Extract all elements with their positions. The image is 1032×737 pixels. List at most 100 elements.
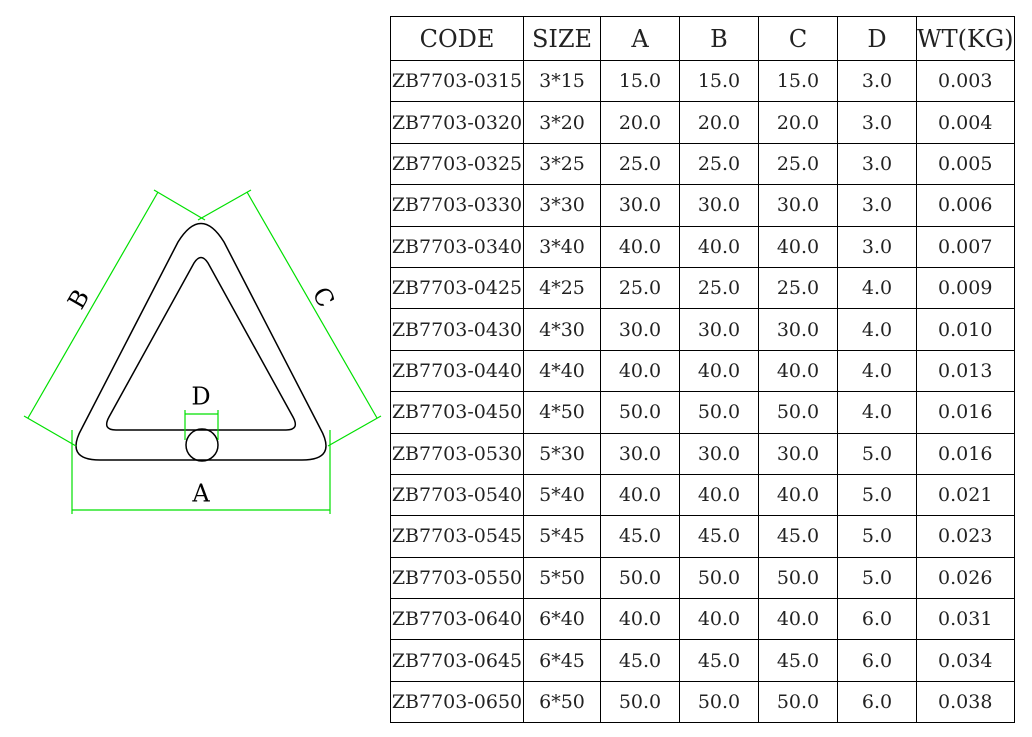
table-row: ZB7703-0545 5*45 45.0 45.0 45.0 5.0 0.023 [390,515,1015,558]
table-cell: 30.0 [600,184,680,227]
table-cell: 40.0 [679,225,759,268]
table-cell: 3*20 [523,101,601,144]
table-cell: 0.007 [916,225,1015,268]
table-cell: 25.0 [758,142,838,186]
table-cell: 4*30 [523,308,601,351]
table-cell: 30.0 [679,308,759,351]
table-cell: 3.0 [837,101,917,144]
table-cell: 50.0 [758,556,838,600]
ring-inner [105,256,297,431]
table-cell: 5*50 [523,556,601,600]
header-cell: A [600,16,680,61]
ring-outer [75,222,327,461]
table-cell: 0.016 [916,432,1015,475]
table-cell: 5*40 [523,473,601,517]
table-cell: 4.0 [837,308,917,351]
header-cell: CODE [390,16,524,61]
table-cell: 5.0 [837,556,917,600]
table-cell: 5.0 [837,473,917,517]
table-cell: 40.0 [758,225,838,268]
table-cell: ZB7703-0550 [390,556,524,600]
table-cell: 50.0 [758,680,838,724]
table-cell: 40.0 [600,598,680,641]
table-cell: ZB7703-0450 [390,391,524,434]
table-cell: ZB7703-0340 [390,225,524,268]
table-cell: 30.0 [679,432,759,475]
table-row: ZB7703-0450 4*50 50.0 50.0 50.0 4.0 0.016 [390,391,1015,434]
table-cell: 3*30 [523,184,601,227]
table-cell: 30.0 [758,308,838,351]
table-cell: ZB7703-0320 [390,101,524,144]
table-cell: 40.0 [679,473,759,517]
table-row: ZB7703-0425 4*25 25.0 25.0 25.0 4.0 0.009 [390,266,1015,310]
table-cell: 4.0 [837,266,917,310]
table-cell: 50.0 [600,556,680,600]
header-cell: D [837,16,917,61]
header-cell: SIZE [523,16,601,61]
table-cell: 45.0 [758,515,838,558]
table-row: ZB7703-0315 3*15 15.0 15.0 15.0 3.0 0.003 [390,59,1015,103]
ring-drawing: A D B C [23,189,382,514]
table-cell: 0.038 [916,680,1015,724]
table-cell: 3.0 [837,225,917,268]
table-cell: 6*50 [523,680,601,724]
table-cell: 0.013 [916,349,1015,393]
table-row: ZB7703-0330 3*30 30.0 30.0 30.0 3.0 0.006 [390,184,1015,227]
table-cell: 25.0 [600,142,680,186]
table-cell: 4*50 [523,391,601,434]
table-cell: 50.0 [600,391,680,434]
table-cell: 3.0 [837,142,917,186]
header-row: CODE SIZE A B C D WT(KG) [390,16,1015,61]
dimension-lines [23,189,382,514]
table-cell: 6.0 [837,639,917,682]
table-cell: 5.0 [837,432,917,475]
table-cell: 20.0 [600,101,680,144]
table-cell: 40.0 [758,598,838,641]
table-cell: 6.0 [837,598,917,641]
table-cell: 45.0 [679,639,759,682]
table-cell: 30.0 [679,184,759,227]
table-cell: 40.0 [679,349,759,393]
table-cell: 0.005 [916,142,1015,186]
table-cell: 30.0 [600,432,680,475]
table-cell: 40.0 [758,473,838,517]
table-cell: 6*45 [523,639,601,682]
table-cell: 5.0 [837,515,917,558]
table-cell: 4.0 [837,349,917,393]
table-cell: 5*30 [523,432,601,475]
table-cell: ZB7703-0425 [390,266,524,310]
table-row: ZB7703-0650 6*50 50.0 50.0 50.0 6.0 0.038 [390,680,1015,724]
table-cell: 30.0 [758,432,838,475]
table-cell: ZB7703-0325 [390,142,524,186]
table-row: ZB7703-0645 6*45 45.0 45.0 45.0 6.0 0.034 [390,639,1015,682]
table-cell: ZB7703-0640 [390,598,524,641]
table-row: ZB7703-0640 6*40 40.0 40.0 40.0 6.0 0.031 [390,598,1015,641]
table-cell: 25.0 [600,266,680,310]
table-row: ZB7703-0550 5*50 50.0 50.0 50.0 5.0 0.026 [390,556,1015,600]
table-row: ZB7703-0325 3*25 25.0 25.0 25.0 3.0 0.005 [390,142,1015,186]
dim-label-c: C [307,282,340,312]
header-cell: WT(KG) [916,16,1015,61]
table-cell: 40.0 [600,225,680,268]
header-cell: C [758,16,838,61]
table-cell: 45.0 [758,639,838,682]
table-cell: ZB7703-0440 [390,349,524,393]
table-cell: 6*40 [523,598,601,641]
table-row: ZB7703-0320 3*20 20.0 20.0 20.0 3.0 0.004 [390,101,1015,144]
table-cell: 4*40 [523,349,601,393]
table-cell: 3.0 [837,184,917,227]
table-row: ZB7703-0440 4*40 40.0 40.0 40.0 4.0 0.013 [390,349,1015,393]
spec-table: CODE SIZE A B C D WT(KG) ZB7703-0315 3*15 15.0 15… [390,16,1015,724]
table-cell: 15.0 [600,59,680,103]
table-cell: 40.0 [758,349,838,393]
table-cell: 20.0 [758,101,838,144]
table-cell: 0.016 [916,391,1015,434]
table-cell: ZB7703-0530 [390,432,524,475]
table-cell: ZB7703-0545 [390,515,524,558]
table-cell: ZB7703-0645 [390,639,524,682]
table-row: ZB7703-0430 4*30 30.0 30.0 30.0 4.0 0.010 [390,308,1015,351]
table-cell: 25.0 [758,266,838,310]
table-cell: 3*25 [523,142,601,186]
table-cell: ZB7703-0650 [390,680,524,724]
